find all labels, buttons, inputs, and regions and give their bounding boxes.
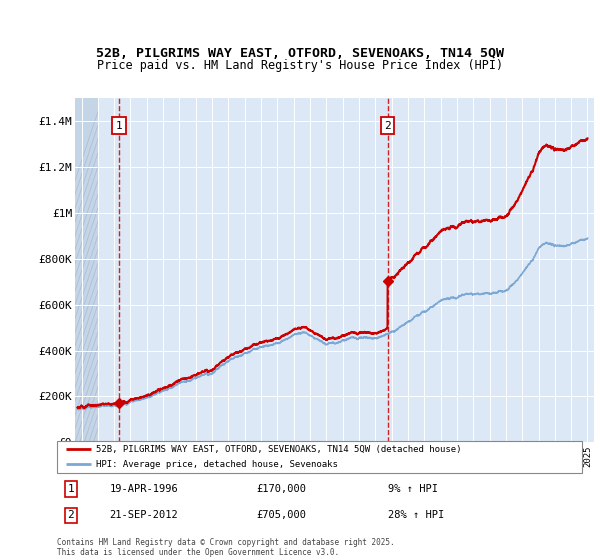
Text: £170,000: £170,000 (257, 484, 307, 494)
Text: 2: 2 (67, 510, 74, 520)
Text: 52B, PILGRIMS WAY EAST, OTFORD, SEVENOAKS, TN14 5QW: 52B, PILGRIMS WAY EAST, OTFORD, SEVENOAK… (96, 47, 504, 60)
Text: 21-SEP-2012: 21-SEP-2012 (110, 510, 178, 520)
Text: 1: 1 (116, 120, 122, 130)
Text: Price paid vs. HM Land Registry's House Price Index (HPI): Price paid vs. HM Land Registry's House … (97, 59, 503, 72)
Text: 52B, PILGRIMS WAY EAST, OTFORD, SEVENOAKS, TN14 5QW (detached house): 52B, PILGRIMS WAY EAST, OTFORD, SEVENOAK… (97, 445, 462, 454)
Text: 9% ↑ HPI: 9% ↑ HPI (388, 484, 438, 494)
Text: HPI: Average price, detached house, Sevenoaks: HPI: Average price, detached house, Seve… (97, 460, 338, 469)
Text: 2: 2 (384, 120, 391, 130)
Text: £705,000: £705,000 (257, 510, 307, 520)
FancyBboxPatch shape (57, 441, 582, 473)
Text: 28% ↑ HPI: 28% ↑ HPI (388, 510, 444, 520)
Text: 1: 1 (67, 484, 74, 494)
Text: 19-APR-1996: 19-APR-1996 (110, 484, 178, 494)
Text: Contains HM Land Registry data © Crown copyright and database right 2025.
This d: Contains HM Land Registry data © Crown c… (57, 538, 395, 557)
